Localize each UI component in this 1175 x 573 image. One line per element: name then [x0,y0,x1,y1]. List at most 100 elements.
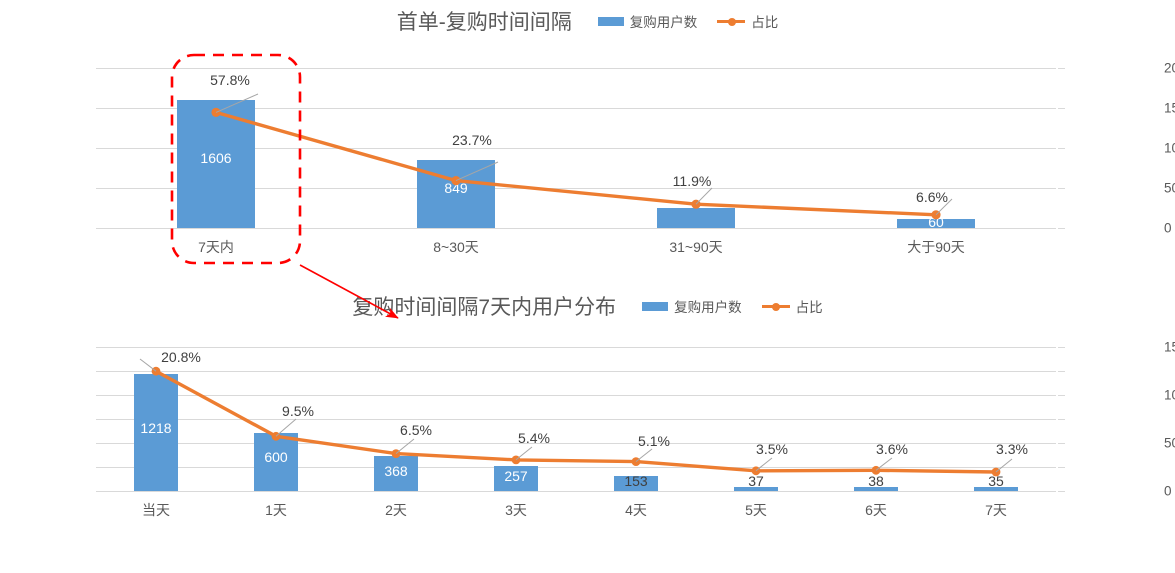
bar-swatch-icon [642,301,669,311]
percent-label: 3.5% [756,441,788,457]
y-right-tick: 500 [1164,180,1175,196]
leader-line [635,448,653,462]
line-path [214,110,938,217]
y-right-tick: 2000 [1164,60,1175,76]
bar-group: 368 6.5% 2天 [336,347,456,518]
y-right-tickmark [1058,419,1065,420]
y-right-tick: 1000 [1164,140,1175,156]
y-right-tickmark [1058,371,1065,372]
percent-label: 9.5% [282,403,314,419]
bar[interactable] [974,487,1018,491]
bar-group: 37 3.5% 5天 [696,347,816,518]
gridline [96,467,1056,468]
x-axis-label: 4天 [625,502,647,518]
bar-value-label: 849 [444,180,468,196]
legend-item-line[interactable]: 占比 [761,296,823,316]
percent-label: 3.6% [876,441,908,457]
chart-bottom-bars: 1218 20.8% 当天 600 9.5% 1天 368 6.5% 2天 25… [96,347,1056,518]
x-axis-label: 7天 [985,502,1007,518]
percent-label: 20.8% [161,349,201,365]
x-axis-label: 6天 [865,502,887,518]
bar-value-label: 38 [868,473,884,489]
chart-bottom-header: 复购时间间隔7天内用户分布 复购用户数 占比 [0,285,1175,327]
y-right-tickmark [1058,347,1065,348]
leader-line [875,457,893,471]
bar[interactable] [854,487,898,491]
y-right-tick: 1000 [1164,387,1175,403]
y-right-tickmark [1058,108,1065,109]
bar-group: 60 6.6% 大于90天 [816,68,1056,255]
x-axis-label: 31~90天 [669,239,723,255]
legend-item-bar[interactable]: 复购用户数 [642,296,742,316]
line-swatch-icon [761,301,790,311]
bar-group: 11.9% 31~90天 [576,68,816,255]
bar-group: 35 3.3% 7天 [936,347,1056,518]
x-axis-line [96,228,1056,229]
bar-value-label: 37 [748,473,764,489]
bar-group: 849 23.7% 8~30天 [336,68,576,255]
leader-line [515,446,533,461]
gridline [96,395,1056,396]
bar-swatch-icon [597,16,624,26]
bar[interactable] [897,219,975,228]
y-right-tickmark [1058,443,1065,444]
y-right-tick: 1500 [1164,339,1175,355]
line-marker[interactable] [151,366,161,376]
legend-label-line: 占比 [795,300,823,315]
gridline [96,148,1056,149]
bar[interactable] [734,487,778,491]
bar-group: 153 5.1% 4天 [576,347,696,518]
x-axis-label: 1天 [265,502,287,518]
gridline [96,371,1056,372]
bar-value-label: 153 [624,473,648,489]
bar-value-label: 60 [928,214,944,230]
line-marker[interactable] [631,457,641,466]
x-axis-label: 大于90天 [907,239,965,255]
bar-value-label: 35 [988,473,1004,489]
chart-bottom-line-series [139,358,1013,477]
percent-label: 6.6% [916,189,948,205]
percent-label: 3.3% [996,441,1028,457]
line-marker[interactable] [451,176,461,186]
y-right-tickmark [1058,395,1065,396]
leader-line [395,438,415,454]
bar[interactable] [134,374,178,491]
bar-group: 257 5.4% 3天 [456,347,576,518]
bar[interactable] [417,160,495,228]
leader-line [139,358,157,372]
line-path [154,369,998,474]
bar[interactable] [254,433,298,491]
percent-label: 23.7% [452,132,492,148]
y-right-tickmark [1058,188,1065,189]
bar-value-label: 600 [264,449,288,465]
bar[interactable] [494,466,538,491]
bar[interactable] [657,208,735,228]
x-axis-label: 7天内 [198,239,234,255]
gridline [96,419,1056,420]
bar[interactable] [614,476,658,491]
legend-label-line: 占比 [751,15,779,30]
gridline [96,347,1056,348]
y-right-tick: 0 [1164,483,1172,499]
bar-value-label: 368 [384,463,408,479]
percent-label: 11.9% [672,173,712,189]
y-right-tickmark [1058,68,1065,69]
x-axis-label: 3天 [505,502,527,518]
legend-label-bar: 复购用户数 [674,300,742,315]
legend-item-bar[interactable]: 复购用户数 [597,11,698,31]
legend-item-line[interactable]: 占比 [717,11,778,31]
legend-label-bar: 复购用户数 [629,15,698,30]
leader-line [455,161,499,182]
gridline [96,108,1056,109]
chart-bottom-legend: 复购用户数 占比 [642,296,823,316]
chart-top-line-series [211,93,953,220]
chart-top-plot-area: 0% 20% 40% 60% 80% 0 500 1000 1500 2000 … [96,61,1175,255]
leader-line [275,418,297,437]
chart-bottom-plot-area: 0% 5% 10% 15% 20% 25% 0 500 1000 1500 12… [96,340,1175,518]
chart-bottom-title: 复购时间间隔7天内用户分布 [352,296,617,319]
leader-line [995,458,1013,473]
bar[interactable] [374,455,418,491]
bar-group: 1218 20.8% 当天 [96,347,216,518]
x-axis-line [96,491,1056,492]
y-right-tickmark [1058,148,1065,149]
